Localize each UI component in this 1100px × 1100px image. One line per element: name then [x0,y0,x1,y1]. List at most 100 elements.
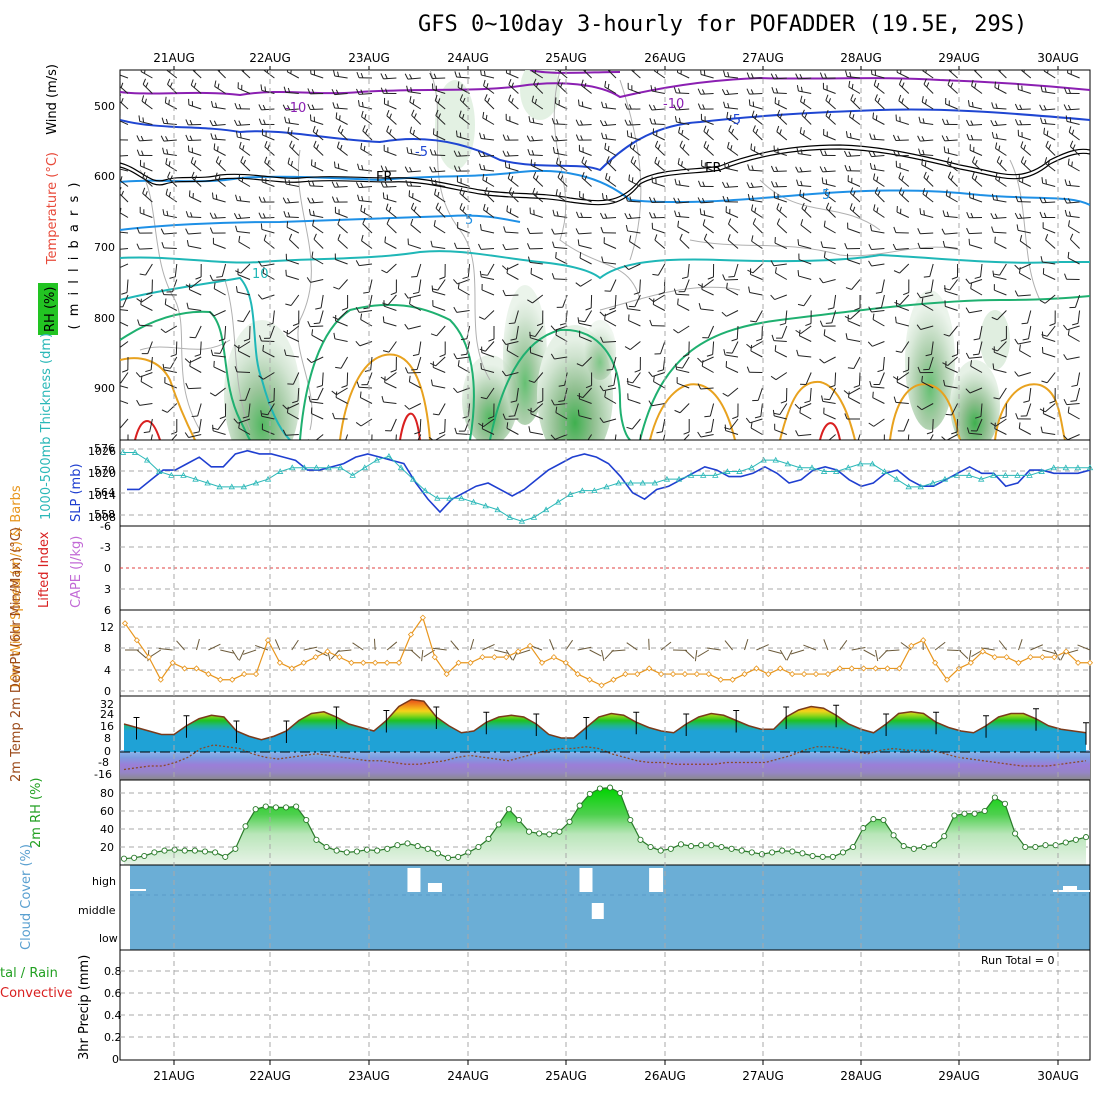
wind-barb [958,649,969,659]
wind-point [979,648,986,655]
wind-barb [120,85,129,94]
wind-barb [1020,146,1032,156]
wind-point [574,671,581,678]
wind-barb [261,263,275,267]
wind-barb-flag [185,284,192,289]
wind-point [872,665,879,672]
wind-barb-flag [1067,251,1070,258]
wind-barb-flag [238,120,242,126]
wind-point [848,665,855,672]
wind-barb-flag [677,104,681,110]
wind-barb-flag [998,145,1001,151]
wind-barb-flag [477,151,482,157]
wind-barb [873,85,885,94]
wind-barb-flag [408,375,411,382]
wind-barb [120,231,129,234]
wind-point [217,676,224,683]
wind-barb-flag [555,406,558,413]
wind-barb [790,649,805,655]
wind-barb [407,91,421,94]
wind-barb-flag [970,212,974,218]
wind-barb-flag [679,140,683,147]
wind-barb-flag [697,197,702,204]
wind-barb-flag [942,240,946,247]
wind-barb-flag [508,78,512,85]
contour-label: -5 [415,145,428,160]
wind-barb [432,154,446,156]
wind-point [1086,659,1094,666]
wind-barb-flag [626,130,629,137]
wind-barb-flag [145,175,148,181]
wind-barb [947,177,958,187]
wind-barb-flag [599,385,604,392]
wind-barb [779,403,788,415]
wind-barb-flag [331,181,336,188]
wind-barb-flag [412,291,419,295]
wind-barb-flag [360,313,363,320]
wind-barb-flag [892,134,897,141]
wind-barb-flag [706,353,713,357]
wind-barb-flag [926,82,930,88]
wind-barb [315,649,328,657]
wind-barb-flag [1045,140,1049,147]
contour-label: FR [705,161,722,176]
rh-point [779,847,786,854]
wind-barb [120,179,129,187]
wind-barb-flag [534,70,537,74]
wind-barb [627,230,641,234]
wind-barb-flag [1046,130,1049,136]
wind-barb-flag [165,118,169,124]
wind-barb-flag [605,103,608,109]
wind-barb-flag [412,99,415,105]
wind-barb [727,239,739,249]
wind-barb [980,403,983,417]
wind-barb-flag [457,360,460,367]
wind-barb [337,147,348,156]
wind-barb-flag [139,273,146,276]
wind-point [622,671,629,678]
wind-barb [150,356,153,370]
wind-barb [627,135,641,141]
rh-point [758,851,766,858]
wind-barb-flag [723,349,726,356]
wind-barb-flag [726,282,728,289]
wind-barb-flag [138,115,141,122]
wind-barb [809,387,812,401]
wind-barb-flag [996,156,1001,163]
wind-barb [386,641,398,651]
wind-barb-flag [144,447,150,448]
wind-barb [774,415,787,420]
wind-barb-flag [390,292,397,296]
wind-barb-flag [950,82,954,88]
wind-barb-flag [851,83,854,89]
wind-barb-flag [511,190,515,196]
wind-barb [1067,72,1080,79]
wind-barb-flag [215,102,218,108]
wind-barb-flag [306,358,312,363]
wind-barb [231,649,239,661]
rh-point [414,843,421,850]
thickness-point [119,449,127,455]
wind-barb-flag [213,213,217,219]
rh-point [363,846,371,853]
wind-barb-flag [678,180,681,186]
wind-barb-flag [673,197,677,204]
wind-barb [885,649,900,652]
wind-barb-flag [551,135,555,142]
thickness-point [796,464,804,471]
wind-barb-flag [751,235,754,242]
wind-barb [1042,649,1056,655]
wind-barb [726,310,739,317]
wind-barb-flag [527,149,531,156]
wind-barb-flag [946,119,949,125]
wind-point [753,665,760,672]
thickness-point [289,464,296,471]
tick: 0.2 [104,1031,122,1044]
bottom-date-axis: 21AUG 22AUG 23AUG 24AUG 25AUG 26AUG 27AUG 28AUG… [153,1060,1079,1083]
wind-barb-flag [1014,212,1019,219]
wind-barb-flag [1020,141,1024,148]
wind-barb-flag [605,194,608,201]
wind-barb [822,182,836,187]
wind-barb [533,177,544,187]
thickness-point [724,468,731,474]
